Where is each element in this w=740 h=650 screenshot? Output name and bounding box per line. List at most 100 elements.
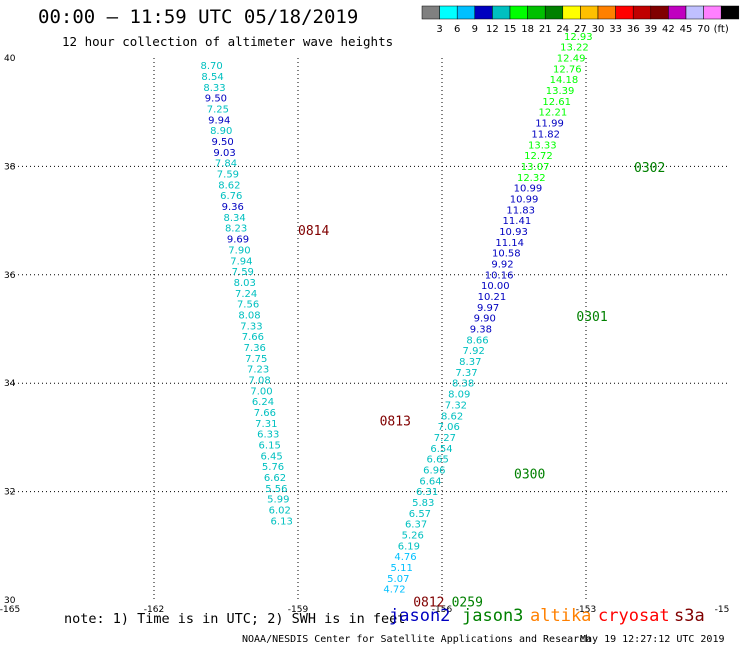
- legend-label: 70: [697, 24, 710, 35]
- swh-value-label: 6.64: [419, 476, 441, 487]
- satellite-cryosat: cryosat: [598, 606, 670, 626]
- swh-value-label: 13.33: [528, 140, 557, 151]
- track-time-label: 0302: [634, 161, 665, 176]
- swh-value-label: 6.02: [269, 506, 291, 517]
- swh-value-label: 10.16: [485, 270, 514, 281]
- swh-value-label: 7.23: [247, 365, 269, 376]
- swh-value-label: 8.70: [200, 61, 222, 72]
- swh-value-label: 6.54: [430, 444, 452, 455]
- latitude-tick-label: 30: [4, 596, 16, 606]
- legend-label: 30: [592, 24, 605, 35]
- legend-label: 39: [644, 24, 657, 35]
- swh-value-label: 14.18: [550, 75, 579, 86]
- credit-line: NOAA/NESDIS Center for Satellite Applica…: [242, 634, 592, 645]
- swh-value-label: 6.33: [257, 430, 279, 441]
- legend-swatch: [509, 5, 528, 20]
- swh-value-label: 6.57: [409, 509, 431, 520]
- satellite-s3a: s3a: [674, 606, 705, 626]
- swh-value-label: 8.54: [201, 72, 223, 83]
- swh-value-label: 7.59: [232, 267, 254, 278]
- latitude-tick-label: 34: [4, 379, 16, 389]
- legend-swatch: [474, 5, 493, 20]
- swh-value-label: 4.76: [394, 552, 416, 563]
- swh-value-label: 8.08: [238, 310, 260, 321]
- generation-timestamp: May 19 12:27:12 UTC 2019: [580, 634, 725, 645]
- map-title: 00:00 – 11:59 UTC 05/18/2019: [38, 6, 359, 28]
- legend-swatch: [685, 5, 704, 20]
- satellite-altika: altika: [530, 606, 592, 626]
- swh-value-label: 9.03: [213, 148, 235, 159]
- swh-value-label: 5.83: [412, 498, 434, 509]
- swh-value-label: 7.25: [207, 104, 229, 115]
- legend-label: 3: [436, 24, 442, 35]
- swh-value-label: 8.09: [448, 390, 470, 401]
- legend-swatch: [421, 5, 440, 20]
- track-time-label: 0814: [298, 224, 329, 239]
- legend-label: 21: [539, 24, 552, 35]
- footnote: note: 1) Time is in UTC; 2) SWH is in fe…: [64, 611, 406, 627]
- swh-value-label: 7.33: [240, 321, 262, 332]
- swh-value-label: 12.76: [553, 64, 582, 75]
- longitude-tick-label: -153: [576, 605, 596, 615]
- swh-color-legend: 3 6 9 12 15 18 21 24 27 30 33 36 39 42 45 70 (ft): [421, 5, 740, 35]
- swh-value-label: 9.50: [205, 94, 227, 105]
- swh-value-label: 7.66: [254, 408, 276, 419]
- legend-swatch: [492, 5, 511, 20]
- track-time-label: 0300: [514, 468, 545, 483]
- swh-value-label: 12.93: [564, 32, 593, 43]
- swh-value-label: 7.59: [217, 170, 239, 181]
- legend-swatch: [632, 5, 652, 20]
- swh-value-label: 12.49: [557, 54, 586, 65]
- legend-swatch: [544, 5, 564, 20]
- legend-swatch: [703, 5, 722, 20]
- legend-label: 27: [574, 24, 587, 35]
- swh-value-label: 6.13: [271, 516, 293, 527]
- swh-value-label: 9.92: [491, 260, 513, 271]
- swh-value-label: 9.38: [470, 325, 492, 336]
- swh-value-label: 9.97: [477, 303, 499, 314]
- legend-label: 6: [454, 24, 460, 35]
- legend-label: 18: [521, 24, 534, 35]
- swh-value-label: 12.32: [517, 173, 546, 184]
- legend-swatch: [562, 5, 581, 20]
- legend-label: 42: [662, 24, 675, 35]
- swh-value-label: 8.03: [234, 278, 256, 289]
- swh-value-label: 6.19: [398, 541, 420, 552]
- track-time-label: 0813: [380, 415, 411, 430]
- swh-value-label: 4.72: [383, 585, 405, 596]
- legend-label: 33: [609, 24, 622, 35]
- swh-value-label: 8.66: [466, 335, 488, 346]
- longitude-tick-label: -162: [144, 605, 164, 615]
- swh-value-label: 7.08: [248, 375, 270, 386]
- swh-value-label: 6.76: [220, 191, 242, 202]
- swh-value-label: 8.34: [224, 213, 246, 224]
- swh-value-label: 6.45: [260, 451, 282, 462]
- swh-value-label: 8.23: [225, 224, 247, 235]
- swh-value-label: 9.90: [474, 314, 496, 325]
- satellite-jason2: jason2: [389, 606, 451, 626]
- swh-value-label: 5.99: [267, 495, 289, 506]
- lat-lon-grid: [10, 58, 730, 600]
- swh-value-label: 8.33: [203, 83, 225, 94]
- swh-value-label: 8.62: [218, 180, 240, 191]
- legend-label: 12: [486, 24, 499, 35]
- longitude-tick-label: -165: [0, 605, 20, 615]
- swh-value-label: 12.21: [539, 108, 568, 119]
- legend-swatch: [580, 5, 599, 20]
- legend-label: 24: [556, 24, 569, 35]
- altimeter-tracks: 8.708.548.339.507.259.948.909.509.037.84…: [200, 32, 592, 596]
- legend-swatch: [650, 5, 669, 20]
- swh-value-label: 6.24: [252, 397, 274, 408]
- swh-value-label: 5.26: [402, 531, 424, 542]
- swh-value-label: 7.32: [445, 400, 467, 411]
- swh-value-label: 10.99: [510, 194, 539, 205]
- legend-swatch: [615, 5, 634, 20]
- swh-value-label: 13.22: [560, 43, 589, 54]
- swh-value-label: 11.83: [506, 205, 535, 216]
- axis-tick-labels: -165 -162 -159 -156 -153 -15 40 38 36 34 32 30: [0, 54, 729, 615]
- swh-value-label: 10.93: [499, 227, 528, 238]
- swh-value-label: 8.62: [441, 411, 463, 422]
- swh-value-label: 8.90: [210, 126, 232, 137]
- swh-value-label: 11.82: [531, 129, 560, 140]
